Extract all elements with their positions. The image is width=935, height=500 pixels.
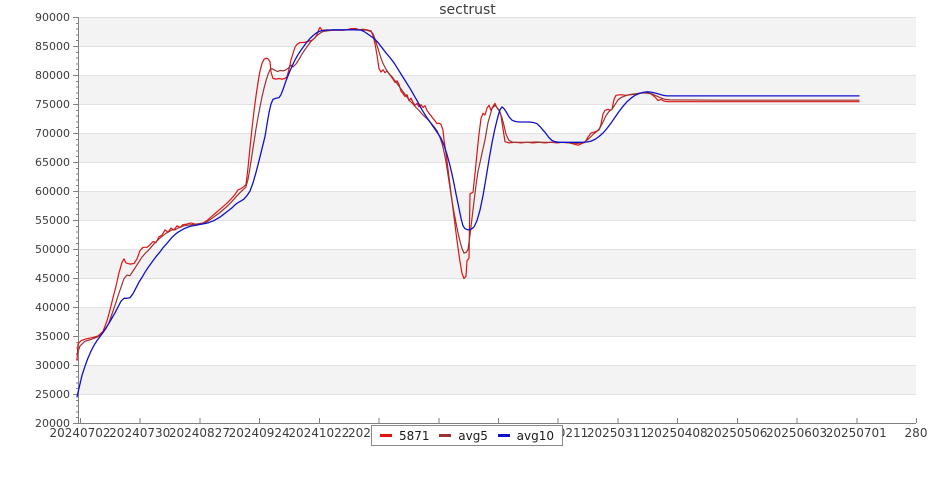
chart-title: sectrust [439,2,496,18]
legend-item-avg10: avg10 [497,428,554,443]
legend-item-5871: 5871 [380,430,430,442]
legend-label: avg10 [516,428,554,443]
gridlines [78,17,916,395]
y-tick-label: 25000 [35,388,70,401]
legend: 5871 avg5 avg10 [371,425,563,446]
y-tick-label: 20000 [35,417,70,430]
x-tick-label: 20250506 [706,426,767,440]
y-tick-label: 30000 [35,359,70,372]
y-tick-label: 75000 [35,98,70,111]
legend-item-avg5: avg5 [439,430,488,442]
legend-swatch-avg5 [439,434,452,437]
y-tick-label: 80000 [35,69,70,82]
y-tick-label: 85000 [35,40,70,53]
x-tick-label: 20250701 [826,426,887,440]
x-tick-label: 20250408 [647,426,708,440]
x-tick-label: 20240702 [49,426,110,440]
legend-label: 5871 [399,428,430,443]
y-axis-ticks: 20000 25000 30000 35000 40000 45000 50000 55000… [35,11,78,430]
y-tick-label: 60000 [35,185,70,198]
axes [78,17,916,424]
legend-label: avg5 [458,428,488,443]
grid-bands [78,17,916,394]
y-tick-label: 90000 [35,11,70,24]
x-tick-label: 20240827 [169,426,230,440]
x-tick-label: 20250603 [766,426,827,440]
x-tick-label: 280 [905,426,928,440]
x-tick-label: 20241022 [288,426,349,440]
y-tick-label: 50000 [35,243,70,256]
y-tick-label: 35000 [35,330,70,343]
y-tick-label: 70000 [35,127,70,140]
x-tick-label: 20250311 [587,426,648,440]
y-tick-label: 55000 [35,214,70,227]
x-tick-label: 20240730 [109,426,170,440]
legend-swatch-5871 [380,434,392,437]
y-tick-label: 65000 [35,156,70,169]
series-avg10 [76,29,860,398]
x-tick-label: 20240924 [229,426,290,440]
y-tick-label: 45000 [35,272,70,285]
legend-swatch-avg10 [497,434,510,437]
y-tick-label: 40000 [35,301,70,314]
